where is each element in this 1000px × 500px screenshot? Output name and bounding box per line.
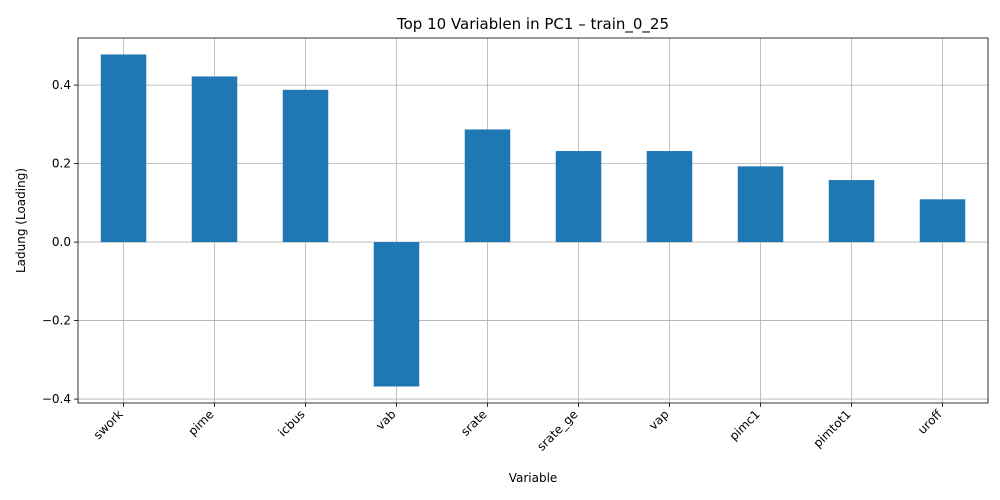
y-tick-label: −0.2: [42, 314, 71, 328]
y-tick-label: 0.2: [52, 157, 71, 171]
x-tick-label: swork: [91, 407, 126, 442]
y-tick-label: 0.0: [52, 235, 71, 249]
bars: [100, 54, 966, 387]
bar-srate: [464, 129, 511, 243]
x-tick-label: icbus: [276, 407, 308, 439]
x-tick-label: uroff: [915, 407, 945, 437]
x-tick-label: srate: [458, 407, 490, 439]
x-tick-label: vap: [646, 407, 672, 433]
x-tick-label: pimtot1: [810, 407, 853, 450]
x-tick-label: vab: [373, 407, 399, 433]
bar-swork: [100, 54, 147, 243]
y-tick-label: 0.4: [52, 78, 71, 92]
y-axis-label: Ladung (Loading): [14, 168, 28, 273]
y-tick-label: −0.4: [42, 392, 71, 406]
bar-icbus: [282, 89, 329, 243]
axes-frame: [77, 37, 989, 404]
x-tick-label: srate_ge: [534, 407, 580, 453]
bar-vap: [646, 151, 693, 243]
bar-pimc1: [737, 166, 784, 243]
x-axis-label: Variable: [509, 471, 558, 485]
x-tick-label: pimc1: [727, 407, 763, 443]
bar-pime: [191, 76, 238, 243]
bar-uroff: [919, 199, 966, 243]
bar-vab: [373, 242, 420, 387]
chart-title: Top 10 Variablen in PC1 – train_0_25: [396, 15, 669, 34]
bar-srate_ge: [555, 151, 602, 243]
x-tick-label: pime: [185, 407, 216, 438]
bar-pimtot1: [828, 180, 875, 243]
